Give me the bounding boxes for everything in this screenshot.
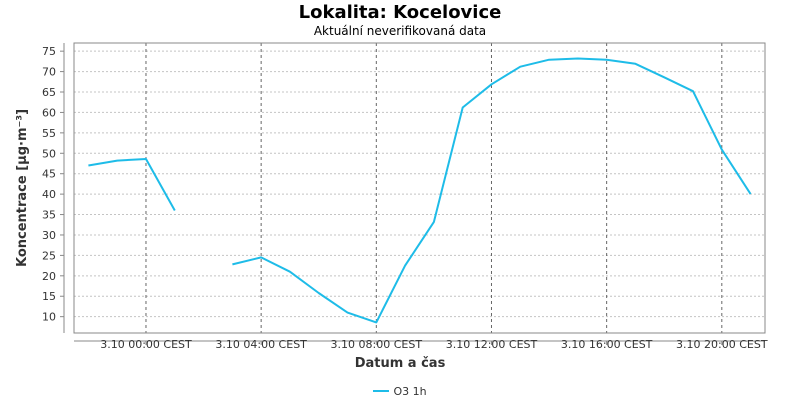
chart-subtitle: Aktuální neverifikovaná data [313,24,487,38]
series-lines [88,57,752,324]
y-tick-label: 20 [42,270,56,283]
y-tick-label: 60 [42,106,56,119]
x-tick-label: 3.10 20:00 CEST [676,338,768,351]
y-tick-label: 45 [42,168,56,181]
legend: O3 1h [0,382,800,398]
y-tick-label: 30 [42,229,56,242]
grid-lines [74,43,765,333]
x-tick-label: 3.10 12:00 CEST [446,338,538,351]
x-tick-label: 3.10 16:00 CEST [561,338,653,351]
y-tick-label: 15 [42,290,56,303]
y-tick-label: 70 [42,66,56,79]
y-tick-label: 25 [42,249,56,262]
x-tick-label: 3.10 04:00 CEST [215,338,307,351]
plot-area [73,42,766,334]
legend-label: O3 1h [393,384,427,398]
series-line [88,158,176,211]
x-tick-label: 3.10 00:00 CEST [100,338,192,351]
legend-swatch [373,390,390,392]
y-tick-label: 50 [42,147,56,160]
y-tick-label: 35 [42,209,56,222]
x-axis-ticks: 3.10 00:00 CEST 3.10 04:00 CEST 3.10 08:00… [100,338,768,351]
y-tick-label: 40 [42,188,56,201]
legend-item: O3 1h [373,384,427,398]
x-tick-label: 3.10 08:00 CEST [331,338,423,351]
x-axis-label: Datum a čas [355,356,446,371]
y-axis-label: Koncentrace [µg·m⁻³] [15,109,30,267]
chart-title: Lokalita: Kocelovice [298,2,502,23]
y-axis-ticks: 10 15 20 25 30 35 40 45 50 55 60 65 70 75 [42,45,64,324]
y-tick-label: 55 [42,127,56,140]
y-tick-label: 75 [42,45,56,58]
y-tick-label: 10 [42,311,56,324]
y-tick-label: 65 [42,86,56,99]
